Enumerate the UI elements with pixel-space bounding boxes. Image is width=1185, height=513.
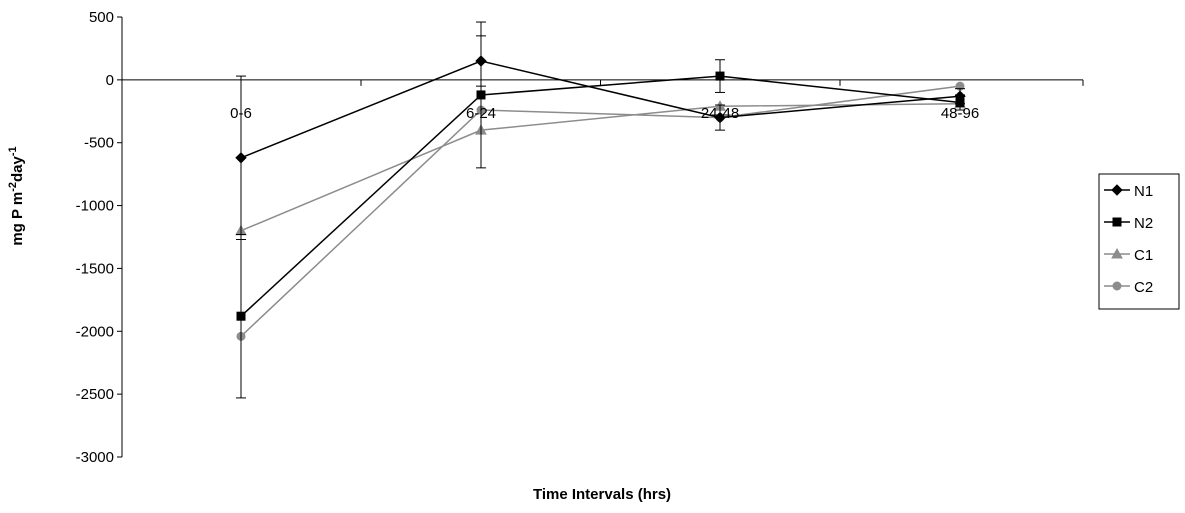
y-tick-label: -3000	[76, 449, 114, 466]
legend-label: C2	[1134, 279, 1153, 296]
legend-item-N1: N1	[1104, 183, 1153, 200]
y-axis-title-part-1: mg P m	[9, 192, 26, 246]
data-point-diamond	[714, 111, 726, 124]
y-tick-label: 500	[89, 9, 114, 26]
series-C2	[236, 81, 965, 341]
series-plot-area	[235, 21, 966, 399]
y-tick-label: -2000	[76, 323, 114, 340]
data-point-square	[1112, 217, 1122, 227]
y-axis-title: mg P m-2day-1	[7, 146, 26, 245]
series-line	[240, 102, 961, 232]
y-tick-label: -2500	[76, 386, 114, 403]
data-point-circle	[1112, 281, 1122, 291]
legend: N1 N2 C1 C2	[1098, 173, 1180, 310]
series-N1	[235, 35, 966, 241]
category-labels: 0-6 6-24 24-48 48-96	[230, 105, 979, 122]
x-category-label: 48-96	[941, 105, 979, 122]
series-line	[240, 85, 961, 337]
series-C1	[235, 97, 966, 236]
series-line	[240, 60, 961, 159]
y-tick-label: -1500	[76, 260, 114, 277]
y-tick-label: -1000	[76, 198, 114, 215]
y-tick-label: 0	[106, 72, 114, 89]
data-point-diamond	[235, 152, 247, 164]
data-point-square	[476, 90, 486, 100]
legend-item-C1: C1	[1104, 247, 1153, 264]
series-line	[240, 75, 961, 317]
data-point-diamond	[475, 55, 487, 67]
data-point-square	[715, 71, 725, 81]
legend-item-N2: N2	[1104, 215, 1153, 232]
legend-label: N1	[1134, 183, 1153, 200]
data-point-square	[236, 311, 246, 321]
x-category-label: 6-24	[466, 105, 496, 122]
x-category-label: 0-6	[230, 105, 252, 122]
legend-label: C1	[1134, 247, 1153, 264]
data-point-triangle	[1111, 247, 1123, 259]
y-axis-title-sup-2: -1	[7, 146, 19, 156]
legend-item-C2: C2	[1104, 279, 1153, 296]
y-tick-label: -500	[84, 135, 114, 152]
legend-label: N2	[1134, 215, 1153, 232]
x-category-label: 24-48	[701, 105, 739, 122]
y-axis-title-part-2: day	[9, 155, 26, 182]
data-point-diamond	[954, 90, 966, 102]
series-N2	[236, 21, 965, 399]
x-axis-title: Time Intervals (hrs)	[533, 486, 671, 503]
y-axis-title-sup-1: -2	[7, 182, 19, 192]
data-point-diamond	[1111, 184, 1123, 196]
y-axis: 500 0 -500 -1000 -1500 -2000 -2500 -3000	[76, 9, 123, 466]
